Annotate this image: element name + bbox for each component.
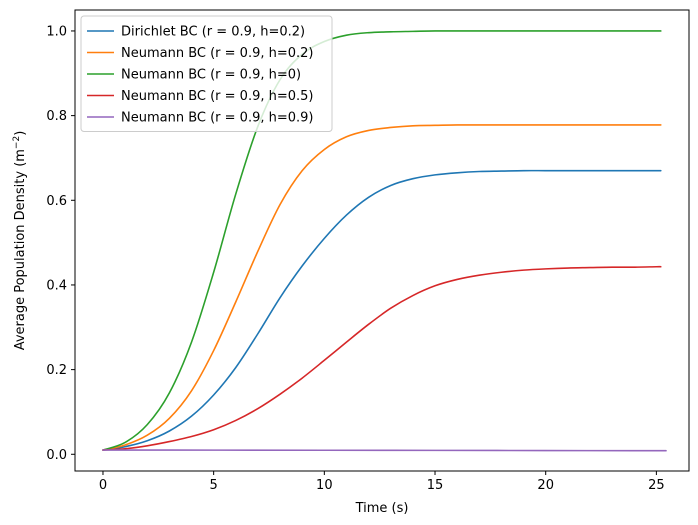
y-tick-label: 0.8 bbox=[46, 109, 67, 124]
y-tick-label: 1.0 bbox=[46, 24, 67, 39]
y-tick-label: 0.2 bbox=[46, 363, 67, 378]
x-tick-label: 10 bbox=[316, 478, 333, 493]
series-line bbox=[102, 124, 662, 451]
legend-entry-label: Neumann BC (r = 0.9, h=0) bbox=[121, 68, 301, 83]
x-tick-label: 15 bbox=[427, 478, 444, 493]
y-tick-label: 0.4 bbox=[46, 278, 67, 293]
plot-area-frame bbox=[74, 9, 690, 472]
series-line bbox=[102, 265, 662, 451]
x-tick-label: 0 bbox=[99, 478, 107, 493]
series-line bbox=[102, 169, 662, 451]
x-tick-label: 25 bbox=[648, 478, 665, 493]
series-layer bbox=[102, 30, 667, 452]
legend-entry-label: Neumann BC (r = 0.9, h=0.5) bbox=[121, 89, 314, 104]
legend-entry-label: Dirichlet BC (r = 0.9, h=0.2) bbox=[121, 25, 305, 40]
series-line bbox=[102, 30, 662, 451]
legend-entry-label: Neumann BC (r = 0.9, h=0.9) bbox=[121, 111, 314, 126]
legend: Dirichlet BC (r = 0.9, h=0.2) Neumann BC … bbox=[80, 15, 333, 132]
series-line bbox=[102, 449, 667, 452]
y-axis-label-superscript: −2 bbox=[12, 136, 22, 149]
legend-entry-label: Neumann BC (r = 0.9, h=0.2) bbox=[121, 46, 314, 61]
y-tick-label: 0.0 bbox=[46, 448, 67, 463]
y-axis-label: Average Population Density (m−2) bbox=[12, 131, 28, 351]
axes-layer: 0 5 10 15 20 25 0.0 0.2 0.4 0.6 0.8 1.0 bbox=[46, 24, 664, 493]
y-axis-label-main: Average Population Density (m bbox=[13, 149, 28, 350]
y-axis-label-close: ) bbox=[13, 131, 28, 136]
x-tick-label: 5 bbox=[210, 478, 218, 493]
x-axis-label: Time (s) bbox=[355, 501, 409, 516]
legend-box bbox=[80, 15, 333, 132]
x-tick-label: 20 bbox=[537, 478, 554, 493]
y-tick-label: 0.6 bbox=[46, 194, 67, 209]
